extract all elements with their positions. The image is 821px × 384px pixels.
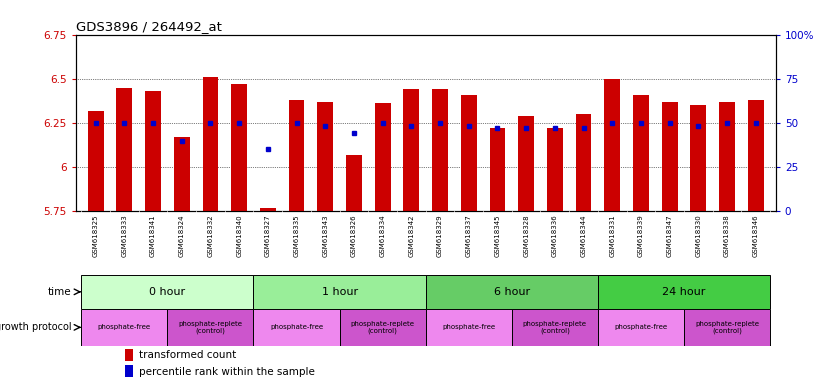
Bar — [260, 208, 276, 211]
Bar — [489, 128, 506, 211]
Text: GSM618342: GSM618342 — [408, 214, 415, 257]
Bar — [374, 103, 391, 211]
Bar — [547, 128, 562, 211]
Bar — [576, 114, 591, 211]
Text: GSM618333: GSM618333 — [122, 214, 127, 257]
Bar — [748, 100, 764, 211]
Text: GSM618327: GSM618327 — [265, 214, 271, 257]
Text: transformed count: transformed count — [139, 350, 236, 360]
Text: GSM618331: GSM618331 — [609, 214, 615, 257]
Bar — [403, 89, 420, 211]
Bar — [203, 77, 218, 211]
Text: phosphate-replete
(control): phosphate-replete (control) — [351, 321, 415, 334]
Text: GSM618343: GSM618343 — [322, 214, 328, 257]
Text: GSM618339: GSM618339 — [638, 214, 644, 257]
Bar — [289, 100, 305, 211]
Text: GSM618340: GSM618340 — [236, 214, 242, 257]
Text: 24 hour: 24 hour — [663, 287, 706, 297]
Bar — [167, 309, 254, 346]
Text: phosphate-free: phosphate-free — [443, 324, 495, 330]
Bar — [81, 309, 167, 346]
Text: GSM618324: GSM618324 — [179, 214, 185, 257]
Bar — [662, 102, 677, 211]
Bar — [145, 91, 161, 211]
Text: phosphate-free: phosphate-free — [270, 324, 323, 330]
Bar — [88, 111, 103, 211]
Text: GSM618330: GSM618330 — [695, 214, 701, 257]
Bar — [117, 88, 132, 211]
Bar — [346, 155, 362, 211]
Bar — [425, 309, 511, 346]
Text: phosphate-replete
(control): phosphate-replete (control) — [178, 321, 242, 334]
Text: time: time — [48, 287, 71, 297]
Bar — [598, 275, 770, 309]
Bar — [684, 309, 770, 346]
Bar — [254, 309, 340, 346]
Text: GSM618341: GSM618341 — [150, 214, 156, 257]
Text: GSM618347: GSM618347 — [667, 214, 672, 257]
Text: phosphate-free: phosphate-free — [614, 324, 667, 330]
Bar — [125, 365, 133, 377]
Text: GSM618329: GSM618329 — [437, 214, 443, 257]
Text: phosphate-replete
(control): phosphate-replete (control) — [695, 321, 759, 334]
Text: phosphate-replete
(control): phosphate-replete (control) — [523, 321, 587, 334]
Text: GSM618326: GSM618326 — [351, 214, 357, 257]
Bar — [461, 94, 477, 211]
Text: 1 hour: 1 hour — [322, 287, 358, 297]
Bar — [633, 94, 649, 211]
Bar — [598, 309, 684, 346]
Bar — [511, 309, 598, 346]
Text: GSM618345: GSM618345 — [494, 214, 501, 257]
Bar — [719, 102, 735, 211]
Text: GSM618338: GSM618338 — [724, 214, 730, 257]
Bar — [174, 137, 190, 211]
Text: growth protocol: growth protocol — [0, 322, 71, 333]
Text: 0 hour: 0 hour — [149, 287, 186, 297]
Bar — [604, 79, 620, 211]
Text: 6 hour: 6 hour — [493, 287, 530, 297]
Text: GSM618325: GSM618325 — [93, 214, 99, 257]
Text: GSM618344: GSM618344 — [580, 214, 586, 257]
Bar — [425, 275, 598, 309]
Text: GSM618334: GSM618334 — [379, 214, 386, 257]
Bar — [318, 102, 333, 211]
Bar — [81, 275, 254, 309]
Bar — [690, 105, 706, 211]
Bar — [254, 275, 425, 309]
Bar — [518, 116, 534, 211]
Bar — [125, 349, 133, 361]
Text: GSM618328: GSM618328 — [523, 214, 530, 257]
Text: GSM618346: GSM618346 — [753, 214, 759, 257]
Text: GDS3896 / 264492_at: GDS3896 / 264492_at — [76, 20, 222, 33]
Text: GSM618337: GSM618337 — [466, 214, 472, 257]
Text: percentile rank within the sample: percentile rank within the sample — [139, 366, 314, 377]
Bar — [232, 84, 247, 211]
Bar — [432, 89, 448, 211]
Text: GSM618335: GSM618335 — [294, 214, 300, 257]
Text: GSM618332: GSM618332 — [208, 214, 213, 257]
Text: phosphate-free: phosphate-free — [98, 324, 151, 330]
Text: GSM618336: GSM618336 — [552, 214, 557, 257]
Bar — [340, 309, 425, 346]
